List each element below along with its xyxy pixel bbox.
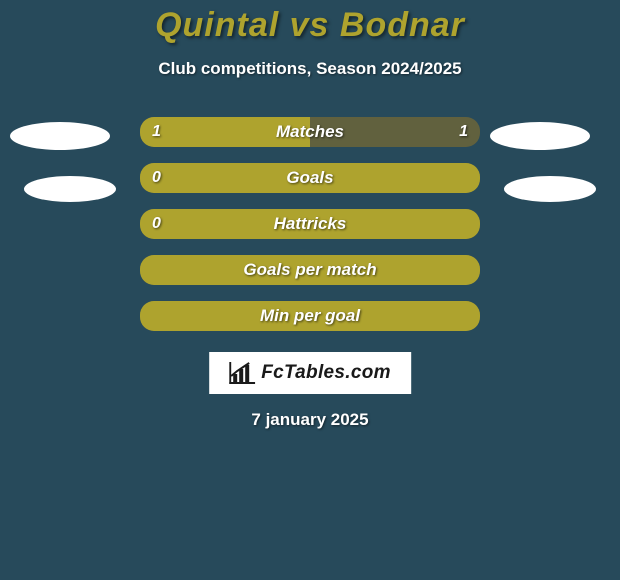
- stat-bar-label: Hattricks: [140, 209, 480, 239]
- stat-bar-track: Hattricks0: [140, 209, 480, 239]
- decorative-ellipse: [490, 122, 590, 150]
- decorative-ellipse: [10, 122, 110, 150]
- player-right-name: Bodnar: [340, 6, 465, 44]
- subtitle: Club competitions, Season 2024/2025: [0, 59, 620, 79]
- stat-bar-track: Min per goal: [140, 301, 480, 331]
- stat-bar-value-right: 1: [459, 117, 468, 147]
- vs-label: vs: [279, 6, 340, 44]
- badge-text: FcTables.com: [261, 362, 391, 384]
- stat-bar-label: Matches: [140, 117, 480, 147]
- stat-bar-label: Min per goal: [140, 301, 480, 331]
- decorative-ellipse: [504, 176, 596, 202]
- stat-bar-track: Matches1 1: [140, 117, 480, 147]
- stat-bar-value-left: 0: [152, 163, 161, 193]
- comparison-title: Quintal vs Bodnar: [0, 0, 620, 45]
- player-left-name: Quintal: [155, 6, 279, 44]
- stat-row: Goals per match: [0, 255, 620, 285]
- date-text: 7 january 2025: [251, 410, 368, 430]
- decorative-ellipse: [24, 176, 116, 202]
- stat-row: Hattricks0: [0, 209, 620, 239]
- comparison-card: { "background_color": "#274a5b", "title"…: [0, 0, 620, 580]
- stat-bar-label: Goals per match: [140, 255, 480, 285]
- stat-bar-value-left: 1: [152, 117, 161, 147]
- stat-bar-track: Goals per match: [140, 255, 480, 285]
- stat-bar-value-left: 0: [152, 209, 161, 239]
- stat-row: Min per goal: [0, 301, 620, 331]
- bar-chart-icon: [229, 362, 255, 384]
- source-badge: FcTables.com: [209, 352, 411, 394]
- stat-bar-track: Goals0: [140, 163, 480, 193]
- stat-bar-label: Goals: [140, 163, 480, 193]
